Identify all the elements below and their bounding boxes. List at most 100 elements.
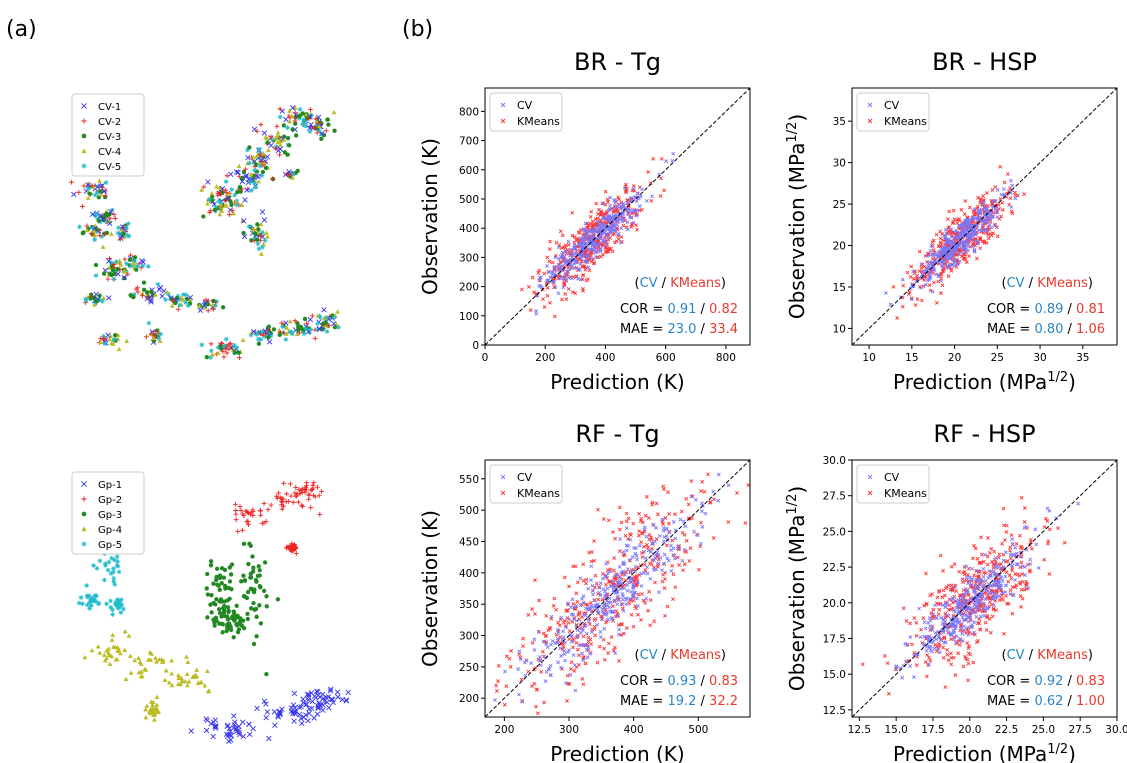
parity-3-kmeans-point [699, 489, 704, 493]
random-point [101, 333, 106, 339]
random-point [304, 116, 310, 121]
kmeans-point [240, 527, 245, 533]
random-point [258, 233, 264, 239]
random-point [124, 338, 130, 343]
parity-3-diagonal [484, 459, 751, 718]
kmeans-point [126, 633, 132, 638]
random-point [170, 297, 176, 303]
random-point [98, 339, 104, 345]
parity-1-cv-point [633, 209, 638, 213]
parity-4-kmeans-point [1008, 548, 1012, 553]
parity-3-cv-point [632, 546, 636, 550]
parity-2-cv-point [983, 207, 988, 212]
parity-3-kmeans-point [609, 635, 614, 639]
parity-3-kmeans-point [594, 581, 599, 586]
parity-4-cv-point [1011, 593, 1016, 598]
parity-2-cv-point [967, 234, 971, 239]
parity-4-cv-point [922, 634, 927, 639]
kmeans-point [279, 499, 285, 505]
parity-1-kmeans-point [600, 252, 605, 257]
parity-4-kmeans-point [935, 595, 940, 600]
kmeans-point [104, 601, 109, 607]
random-point [259, 173, 265, 179]
parity-4-kmeans-point [901, 606, 906, 611]
kmeans-point [114, 554, 120, 560]
parity-2-cv-point [965, 239, 970, 244]
kmeans-point [208, 563, 214, 568]
kmeans-point [254, 705, 260, 712]
kmeans-point [106, 650, 112, 655]
parity-4-cv-point [943, 640, 948, 645]
parity-2-cv-point [1008, 178, 1013, 183]
parity-3-kmeans-point [640, 520, 645, 525]
parity-3-cv-point [624, 602, 629, 607]
parity-3-cv-point [651, 522, 656, 527]
random-point [259, 329, 265, 335]
parity-4-kmeans-point [934, 649, 939, 654]
random-point [124, 261, 129, 267]
parity-4-kmeans-point [997, 552, 1002, 557]
parity-4-kmeans-point [950, 586, 955, 591]
parity-3-kmeans-point [494, 688, 499, 693]
parity-3-kmeans-point [670, 538, 675, 543]
parity-4-kmeans-point [976, 569, 981, 574]
parity-4-cv-point [941, 617, 946, 622]
kmeans-point [217, 607, 222, 612]
parity-3-cv-point [545, 645, 550, 650]
parity-2-legend-km-marker [867, 118, 873, 124]
parity-3-xtick-label-1: 300 [559, 724, 579, 736]
parity-4-cv-point [1003, 590, 1008, 594]
random-point [277, 332, 282, 338]
parity-1-cv-point [581, 228, 586, 233]
kmeans-point [258, 512, 264, 518]
parity-4-kmeans-point [886, 691, 891, 696]
parity-4-kmeans-point [910, 642, 914, 647]
parity-4-cv-point [983, 552, 988, 557]
parity-4-kmeans-point [1047, 527, 1052, 532]
parity-3-kmeans-point [566, 602, 570, 607]
parity-1-cv-point [562, 254, 567, 259]
kmeans-point [252, 607, 257, 612]
kmeans-point [214, 566, 220, 571]
random-point [233, 199, 239, 204]
parity-2-kmeans-point [1008, 196, 1013, 201]
kmeans-point [104, 648, 110, 653]
parity-3-kmeans-point [569, 660, 574, 665]
parity-4-kmeans-point [992, 549, 997, 554]
parity-3-cv-point [522, 660, 527, 665]
random-point [223, 190, 229, 195]
parity-4-cv-point [1000, 579, 1005, 583]
parity-3-kmeans-point [538, 724, 541, 727]
parity-2-cv-point [960, 223, 964, 228]
random-point [268, 134, 274, 140]
kmeans-point [288, 546, 294, 552]
parity-1-cv-point [603, 243, 608, 248]
parity-3-cv-point [617, 627, 622, 632]
parity-2-cv-point [937, 255, 942, 259]
random-point [255, 241, 261, 247]
parity-4-cv-point [1014, 551, 1019, 556]
parity-3-cv-point [661, 528, 666, 533]
kmeans-point [315, 689, 321, 695]
parity-4-kmeans-point [941, 645, 946, 650]
random-point [128, 252, 133, 258]
random-point [83, 298, 89, 304]
kmeans-point [227, 731, 233, 738]
parity-1-cv-point [597, 241, 602, 246]
random-point [93, 213, 98, 219]
parity-3-cv-point [660, 568, 665, 573]
parity-4-kmeans-point [999, 562, 1003, 566]
kmeans-point [335, 694, 341, 700]
parity-1-cv-point [556, 245, 561, 250]
kmeans-legend-box [71, 471, 145, 555]
parity-2-kmeans-point [930, 257, 935, 261]
kmeans-point [299, 720, 305, 727]
parity-4-kmeans-point [961, 580, 966, 585]
parity-3-ytick-label-4: 400 [459, 568, 479, 580]
parity-3-cv-point [538, 658, 542, 663]
parity-3-stats-cor: COR = 0.93 / 0.83 [620, 674, 738, 689]
parity-1-cv-point [591, 247, 596, 252]
parity-4-kmeans-point [1006, 579, 1011, 584]
parity-4-cv-point [924, 648, 929, 653]
